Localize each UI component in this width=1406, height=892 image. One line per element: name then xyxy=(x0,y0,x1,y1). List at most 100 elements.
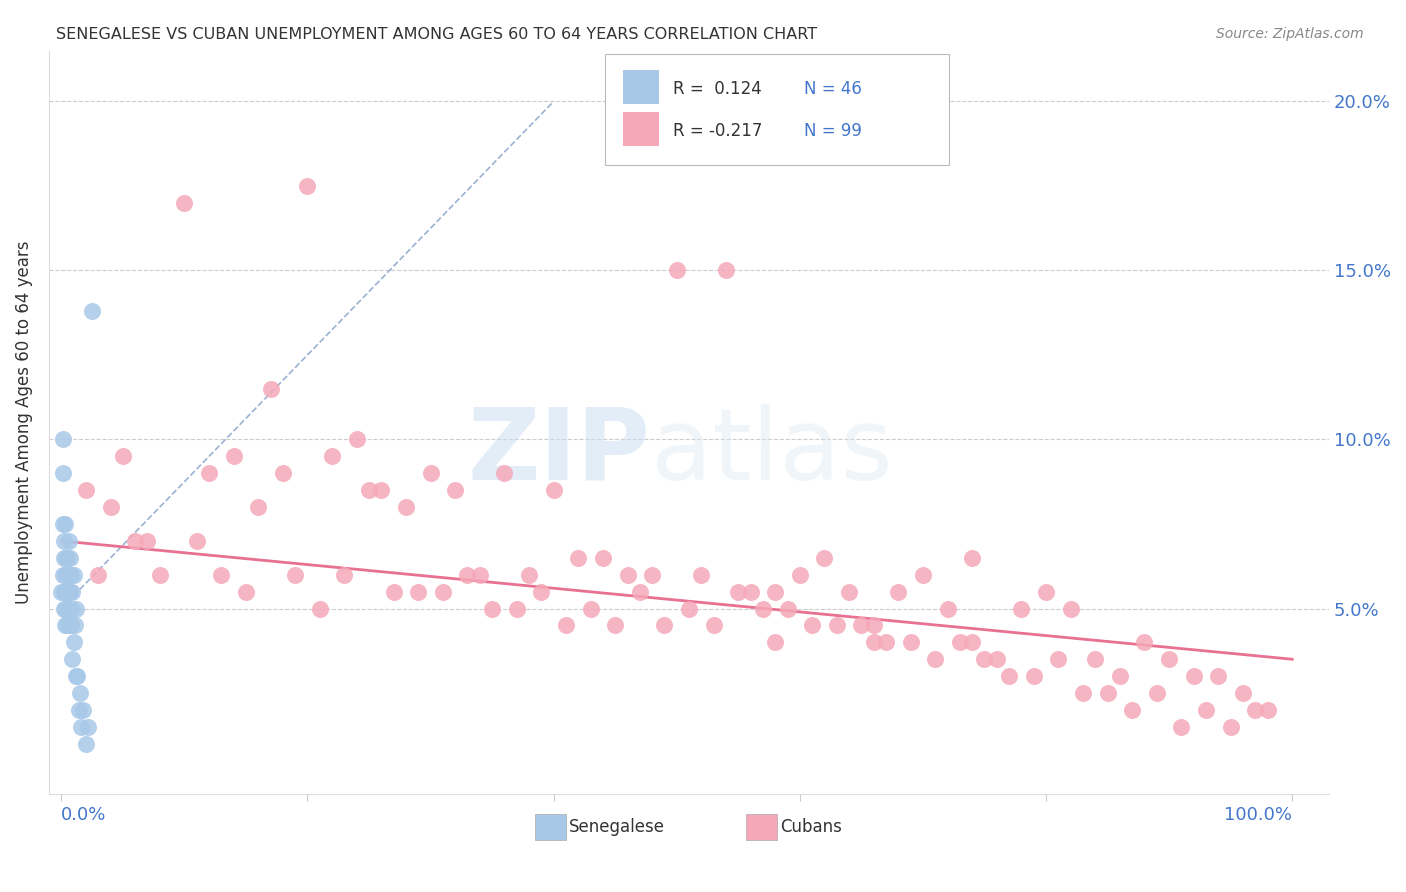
Point xyxy=(53,516,76,531)
Point xyxy=(456,567,478,582)
Point xyxy=(838,584,860,599)
Point xyxy=(173,195,195,210)
Point xyxy=(53,618,76,632)
Point xyxy=(58,567,80,582)
Point xyxy=(1208,669,1230,683)
Point xyxy=(235,584,257,599)
Point xyxy=(740,584,762,599)
Point xyxy=(55,550,77,565)
Point xyxy=(55,584,77,599)
Point xyxy=(862,635,884,649)
Point xyxy=(432,584,454,599)
Point xyxy=(1084,652,1107,666)
Point xyxy=(56,567,79,582)
Text: 100.0%: 100.0% xyxy=(1225,806,1292,824)
Point xyxy=(1109,669,1132,683)
Point xyxy=(862,618,884,632)
Point xyxy=(530,584,553,599)
Text: R = -0.217: R = -0.217 xyxy=(673,122,763,140)
Point xyxy=(395,500,418,515)
Point xyxy=(284,567,307,582)
Point xyxy=(124,533,146,548)
Point xyxy=(56,584,79,599)
Point xyxy=(628,584,651,599)
Point xyxy=(75,737,97,751)
Point xyxy=(678,601,700,615)
Point xyxy=(1059,601,1081,615)
Point xyxy=(56,618,79,632)
Point xyxy=(51,433,73,447)
Text: Cubans: Cubans xyxy=(779,818,842,836)
Point xyxy=(52,550,75,565)
Point xyxy=(198,467,221,481)
Point xyxy=(763,584,786,599)
Point xyxy=(70,720,93,734)
Point xyxy=(51,567,73,582)
Text: Source: ZipAtlas.com: Source: ZipAtlas.com xyxy=(1216,27,1364,41)
Point xyxy=(222,450,245,464)
Point xyxy=(58,618,80,632)
Point xyxy=(51,516,73,531)
Point xyxy=(333,567,356,582)
Point xyxy=(59,618,82,632)
Point xyxy=(875,635,897,649)
Point xyxy=(1170,720,1192,734)
Point xyxy=(60,601,83,615)
Point xyxy=(382,584,405,599)
Point xyxy=(87,567,110,582)
Point xyxy=(936,601,959,615)
Point xyxy=(1047,652,1070,666)
Text: N = 99: N = 99 xyxy=(804,122,862,140)
Point xyxy=(100,500,122,515)
Point xyxy=(186,533,208,548)
Point xyxy=(209,567,232,582)
Point xyxy=(825,618,848,632)
Point xyxy=(72,703,94,717)
Point xyxy=(53,601,76,615)
Point xyxy=(579,601,602,615)
Point xyxy=(1219,720,1241,734)
Point xyxy=(592,550,614,565)
Point xyxy=(911,567,934,582)
Point xyxy=(69,686,91,700)
Point xyxy=(776,601,799,615)
Point xyxy=(851,618,873,632)
Point xyxy=(52,533,75,548)
Point xyxy=(53,567,76,582)
Point xyxy=(56,601,79,615)
Point xyxy=(567,550,589,565)
Point xyxy=(949,635,972,649)
Point xyxy=(357,483,380,498)
Point xyxy=(55,601,77,615)
Point xyxy=(65,669,87,683)
Point xyxy=(506,601,529,615)
Point xyxy=(59,550,82,565)
Point xyxy=(77,720,100,734)
Point xyxy=(605,618,627,632)
Point xyxy=(1182,669,1205,683)
Text: atlas: atlas xyxy=(651,404,893,500)
Point xyxy=(616,567,638,582)
Text: R =  0.124: R = 0.124 xyxy=(673,80,762,98)
Point xyxy=(51,467,73,481)
Point xyxy=(60,584,83,599)
Text: SENEGALESE VS CUBAN UNEMPLOYMENT AMONG AGES 60 TO 64 YEARS CORRELATION CHART: SENEGALESE VS CUBAN UNEMPLOYMENT AMONG A… xyxy=(56,27,817,42)
Point xyxy=(51,584,73,599)
Point xyxy=(75,483,97,498)
Point xyxy=(297,178,319,193)
Point xyxy=(703,618,725,632)
Point xyxy=(58,533,80,548)
Point xyxy=(370,483,392,498)
Point xyxy=(960,550,983,565)
Point xyxy=(136,533,159,548)
Point xyxy=(654,618,676,632)
Point xyxy=(468,567,491,582)
Point xyxy=(346,433,368,447)
Point xyxy=(56,550,79,565)
Point xyxy=(67,703,90,717)
Point xyxy=(1097,686,1119,700)
Point xyxy=(58,584,80,599)
Point xyxy=(63,618,86,632)
Point xyxy=(900,635,922,649)
Point xyxy=(960,635,983,649)
